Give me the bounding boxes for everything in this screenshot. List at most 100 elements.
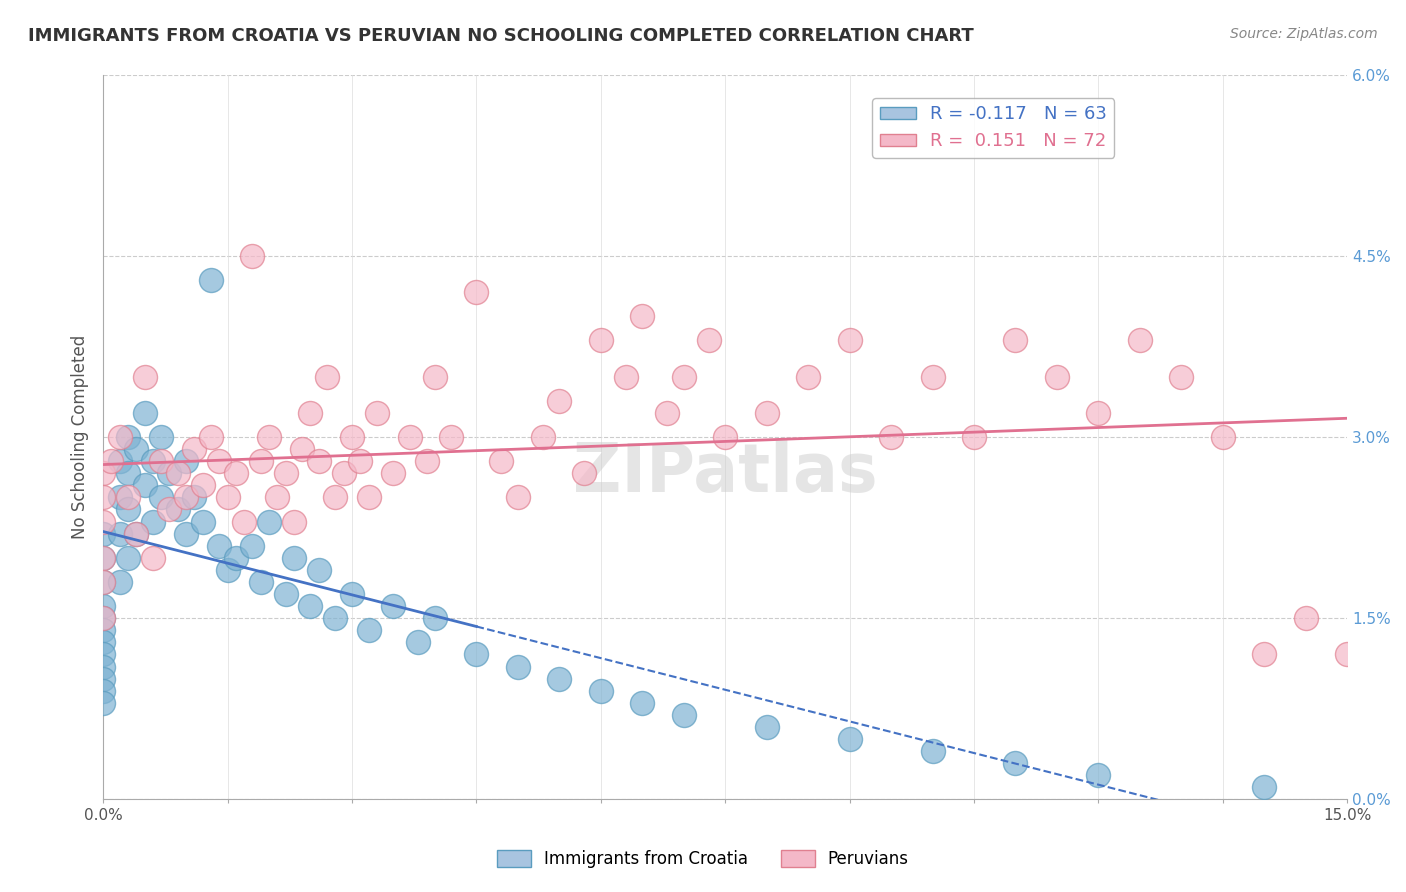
Point bbox=[208, 454, 231, 468]
Point bbox=[1087, 406, 1109, 420]
Text: IMMIGRANTS FROM CROATIA VS PERUVIAN NO SCHOOLING COMPLETED CORRELATION CHART: IMMIGRANTS FROM CROATIA VS PERUVIAN NO S… bbox=[28, 27, 974, 45]
Point bbox=[174, 526, 197, 541]
Point bbox=[589, 683, 612, 698]
Point bbox=[91, 550, 114, 565]
Point bbox=[91, 599, 114, 614]
Point bbox=[614, 369, 637, 384]
Text: Source: ZipAtlas.com: Source: ZipAtlas.com bbox=[1230, 27, 1378, 41]
Point bbox=[108, 491, 131, 505]
Point bbox=[838, 334, 860, 348]
Point bbox=[274, 467, 297, 481]
Point bbox=[963, 430, 986, 444]
Point bbox=[340, 587, 363, 601]
Point bbox=[117, 467, 139, 481]
Point bbox=[755, 720, 778, 734]
Point bbox=[91, 574, 114, 589]
Point bbox=[1046, 369, 1069, 384]
Point bbox=[183, 491, 205, 505]
Point bbox=[506, 659, 529, 673]
Point bbox=[108, 430, 131, 444]
Y-axis label: No Schooling Completed: No Schooling Completed bbox=[72, 334, 89, 539]
Point bbox=[366, 406, 388, 420]
Point bbox=[142, 550, 165, 565]
Point bbox=[1087, 768, 1109, 782]
Point bbox=[1336, 648, 1358, 662]
Point bbox=[423, 369, 446, 384]
Point bbox=[117, 491, 139, 505]
Point bbox=[838, 732, 860, 747]
Point bbox=[183, 442, 205, 456]
Point bbox=[1212, 430, 1234, 444]
Point bbox=[166, 467, 188, 481]
Point bbox=[134, 369, 156, 384]
Point bbox=[225, 467, 247, 481]
Point bbox=[506, 491, 529, 505]
Point bbox=[142, 515, 165, 529]
Point bbox=[382, 467, 405, 481]
Point bbox=[408, 635, 430, 649]
Point bbox=[91, 526, 114, 541]
Point bbox=[150, 491, 173, 505]
Point bbox=[91, 696, 114, 710]
Point bbox=[921, 369, 943, 384]
Point bbox=[108, 526, 131, 541]
Point bbox=[655, 406, 678, 420]
Point bbox=[200, 430, 222, 444]
Point bbox=[166, 502, 188, 516]
Point bbox=[91, 467, 114, 481]
Point bbox=[233, 515, 256, 529]
Point bbox=[191, 478, 214, 492]
Point bbox=[1004, 334, 1026, 348]
Point bbox=[672, 369, 695, 384]
Point bbox=[1170, 369, 1192, 384]
Point bbox=[125, 526, 148, 541]
Point bbox=[755, 406, 778, 420]
Point bbox=[465, 285, 488, 299]
Point bbox=[174, 454, 197, 468]
Point bbox=[299, 599, 322, 614]
Point bbox=[325, 611, 347, 625]
Point bbox=[1253, 648, 1275, 662]
Point bbox=[91, 648, 114, 662]
Point bbox=[91, 672, 114, 686]
Point bbox=[399, 430, 422, 444]
Text: ZIPatlas: ZIPatlas bbox=[572, 441, 877, 507]
Point bbox=[714, 430, 737, 444]
Point bbox=[249, 574, 271, 589]
Point bbox=[440, 430, 463, 444]
Point bbox=[108, 454, 131, 468]
Point bbox=[91, 635, 114, 649]
Point bbox=[100, 454, 122, 468]
Point bbox=[316, 369, 339, 384]
Point bbox=[1295, 611, 1317, 625]
Point bbox=[125, 526, 148, 541]
Point bbox=[91, 550, 114, 565]
Point bbox=[200, 273, 222, 287]
Point bbox=[880, 430, 903, 444]
Point bbox=[91, 515, 114, 529]
Point bbox=[208, 539, 231, 553]
Point bbox=[548, 393, 571, 408]
Point bbox=[697, 334, 720, 348]
Point bbox=[291, 442, 314, 456]
Point bbox=[242, 539, 264, 553]
Point bbox=[125, 442, 148, 456]
Point bbox=[91, 624, 114, 638]
Point bbox=[91, 491, 114, 505]
Point bbox=[308, 454, 330, 468]
Point bbox=[1004, 756, 1026, 771]
Point bbox=[217, 491, 239, 505]
Point bbox=[465, 648, 488, 662]
Point bbox=[159, 502, 181, 516]
Point bbox=[921, 744, 943, 758]
Point bbox=[672, 707, 695, 722]
Point bbox=[117, 430, 139, 444]
Point bbox=[117, 502, 139, 516]
Point bbox=[249, 454, 271, 468]
Point bbox=[257, 515, 280, 529]
Point bbox=[308, 563, 330, 577]
Point bbox=[1253, 780, 1275, 795]
Point bbox=[423, 611, 446, 625]
Point bbox=[225, 550, 247, 565]
Point bbox=[589, 334, 612, 348]
